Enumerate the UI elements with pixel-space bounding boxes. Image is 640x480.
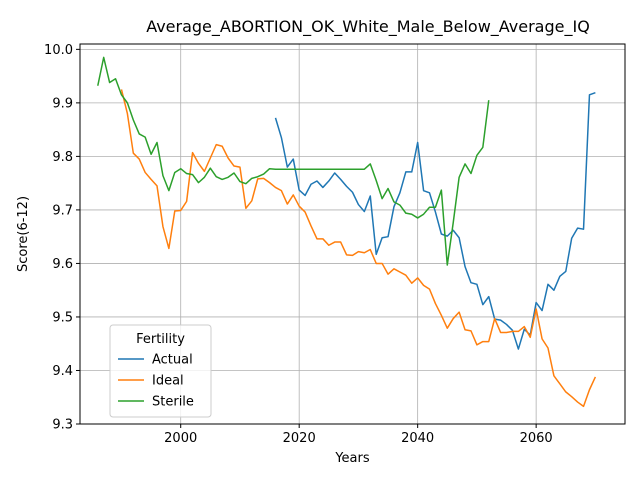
- y-tick-label: 9.9: [52, 96, 73, 111]
- series-line-actual: [274, 91, 596, 350]
- y-tick-label: 9.8: [52, 150, 73, 165]
- axis-ticks: 2000 2020 2040 2060 9.3 9.4 9.5 9.6 9.7 9.8 9.9 10.…: [44, 43, 553, 446]
- legend-label-actual: Actual: [152, 353, 193, 368]
- legend: Fertility Actual Ideal Sterile: [109, 324, 212, 418]
- y-tick-label: 9.4: [52, 364, 73, 379]
- legend-box: [109, 324, 212, 418]
- series-line-ideal: [120, 89, 597, 408]
- y-tick-label: 9.5: [52, 310, 73, 325]
- x-tick-label: 2060: [520, 431, 553, 446]
- x-axis-label: Years: [334, 451, 370, 466]
- y-tick-label: 9.3: [52, 418, 73, 433]
- legend-label-ideal: Ideal: [152, 374, 184, 389]
- x-tick-label: 2040: [401, 431, 434, 446]
- y-axis-label: Score(6-12): [16, 196, 31, 272]
- y-tick-label: 10.0: [44, 43, 73, 58]
- chart-title: Average_ABORTION_OK_White_Male_Below_Ave…: [146, 17, 590, 37]
- y-tick-label: 9.7: [52, 203, 73, 218]
- legend-title: Fertility: [136, 332, 185, 347]
- series-lines: [97, 56, 597, 408]
- legend-label-sterile: Sterile: [152, 395, 194, 410]
- y-tick-label: 9.6: [52, 257, 73, 272]
- series-line-sterile: [97, 56, 490, 266]
- plot-frame: [79, 43, 626, 425]
- legend-items: Actual Ideal Sterile: [118, 353, 194, 410]
- x-tick-label: 2000: [164, 431, 197, 446]
- x-tick-label: 2020: [283, 431, 316, 446]
